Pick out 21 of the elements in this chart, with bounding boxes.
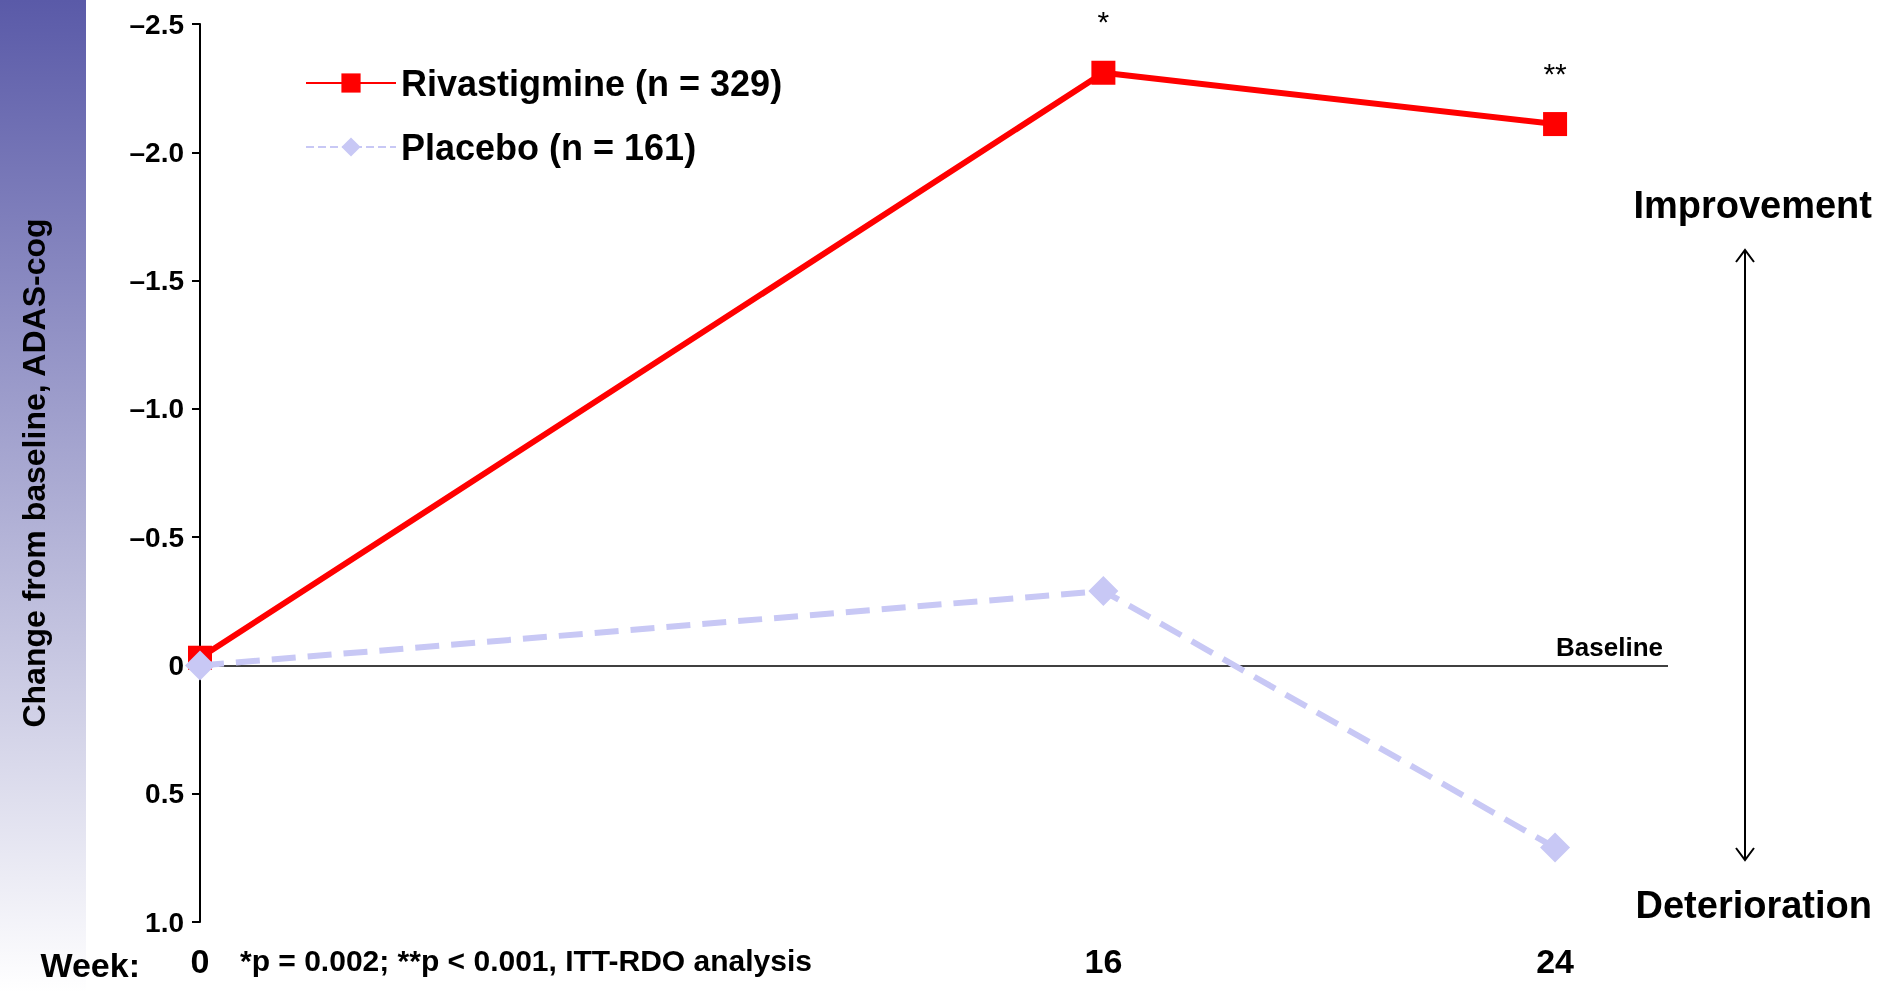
y-tick-label: 0	[168, 649, 184, 681]
x-tick-label: 0	[190, 942, 210, 980]
ref-line-label: Baseline	[1556, 632, 1663, 663]
annotation: Improvement	[1633, 184, 1873, 226]
y-tick-label: 1.0	[145, 906, 184, 938]
annotation: *	[1097, 5, 1110, 39]
y-tick-label: –2.0	[129, 136, 184, 168]
y-tick-label: 0.5	[145, 778, 184, 810]
y-tick-label: –1.5	[129, 265, 184, 297]
y-tick-label: –0.5	[129, 521, 184, 553]
y-tick-label: –1.0	[129, 393, 184, 425]
y-axis-title: Change from baseline, ADAS-cog	[16, 218, 52, 728]
annotation: **	[1543, 56, 1568, 90]
x-tick-label: 24	[1536, 942, 1575, 980]
legend-label: Placebo (n = 161)	[401, 126, 697, 168]
x-axis-title: Week:	[40, 946, 140, 984]
legend-label: Rivastigmine (n = 329)	[401, 62, 783, 104]
text: *p = 0.002; **p < 0.001, ITT-RDO analysis	[240, 943, 812, 977]
x-tick-label: 16	[1084, 942, 1123, 980]
y-tick-label: –2.5	[129, 8, 184, 40]
annotation: Deterioration	[1635, 884, 1872, 926]
